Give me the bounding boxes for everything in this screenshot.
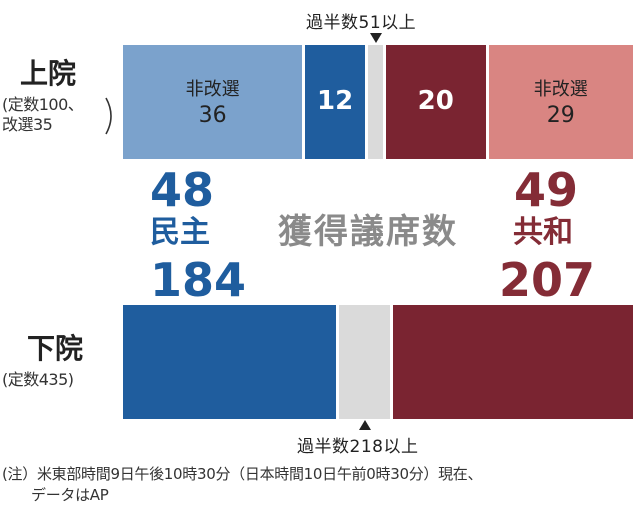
house-majority-label: 過半数218以上 bbox=[297, 437, 419, 457]
footnote-line1: (注）米東部時間9日午後10時30分（日本時間10日午前0時30分）現在、 bbox=[2, 465, 483, 483]
senate-segment-0-value: 36 bbox=[198, 103, 227, 128]
house-segment-1 bbox=[339, 305, 391, 419]
senate-segment-0-sublabel: 非改選 bbox=[185, 79, 240, 100]
house-majority-marker bbox=[358, 420, 371, 430]
senate-subtitle-line1: (定数100、 bbox=[2, 95, 84, 114]
house-segment-0 bbox=[123, 305, 337, 419]
senate-segment-1: 12 bbox=[305, 45, 366, 159]
senate-segment-4: 非改選 29 bbox=[488, 45, 633, 159]
senate-dem-total: 48 bbox=[150, 163, 215, 217]
senate-majority-label: 過半数51以上 bbox=[306, 13, 417, 33]
house-segment-2 bbox=[393, 305, 633, 419]
house-bar bbox=[123, 305, 633, 419]
senate-bar: 非改選 36 12 20 非改選 29 bbox=[123, 45, 633, 159]
senate-segment-2 bbox=[368, 45, 383, 159]
footnote-line2: データはAP bbox=[31, 486, 109, 504]
senate-segment-1-value: 12 bbox=[317, 86, 354, 116]
senate-majority-marker bbox=[369, 33, 382, 43]
senate-segment-4-sublabel: 非改選 bbox=[533, 79, 588, 100]
house-title: 下院 bbox=[27, 332, 84, 365]
senate-rep-total: 49 bbox=[514, 163, 579, 217]
senate-subtitle-line2: 改選35 bbox=[2, 115, 53, 134]
senate-title: 上院 bbox=[20, 57, 77, 90]
senate-segment-0: 非改選 36 bbox=[123, 45, 303, 159]
rep-party-label: 共和 bbox=[513, 215, 573, 250]
senate-segment-4-value: 29 bbox=[546, 103, 575, 128]
senate-segment-3-value: 20 bbox=[417, 86, 454, 116]
house-rep-total: 207 bbox=[499, 253, 596, 307]
center-label: 獲得議席数 bbox=[278, 212, 458, 252]
house-subtitle-line1: (定数435) bbox=[2, 370, 74, 389]
house-dem-total: 184 bbox=[150, 253, 247, 307]
dem-party-label: 民主 bbox=[150, 215, 210, 250]
senate-subtitle-paren bbox=[105, 97, 112, 135]
senate-segment-3: 20 bbox=[385, 45, 486, 159]
